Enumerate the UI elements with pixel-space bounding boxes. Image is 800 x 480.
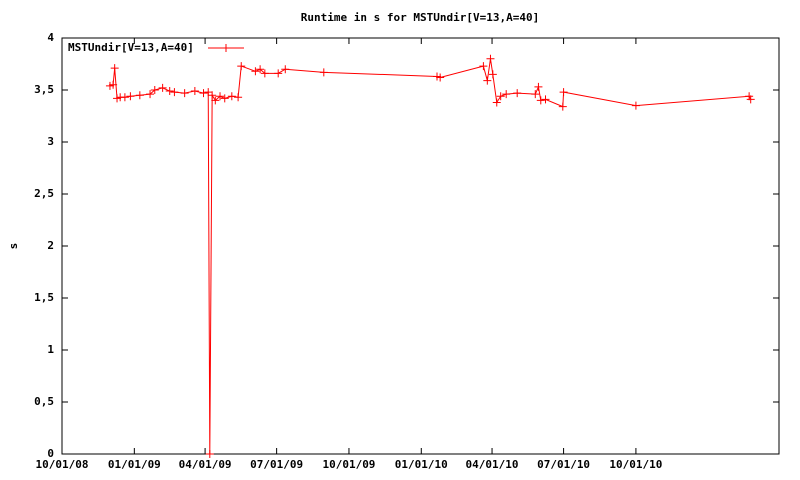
point-marker	[110, 64, 119, 73]
point-marker	[150, 86, 159, 94]
point-marker	[534, 82, 543, 91]
point-marker	[158, 83, 167, 92]
point-marker	[492, 98, 501, 107]
point-marker	[190, 87, 199, 96]
point-marker	[205, 450, 214, 458]
point-marker	[479, 62, 488, 71]
point-marker	[631, 101, 640, 110]
y-tick-label: 1,5	[34, 291, 54, 304]
y-tick-label: 2	[47, 239, 54, 252]
point-marker	[199, 89, 208, 98]
point-marker	[536, 96, 545, 105]
x-tick-label: 07/01/09	[250, 458, 303, 471]
point-marker	[541, 95, 550, 104]
x-tick-label: 04/01/10	[466, 458, 519, 471]
y-tick-label: 0	[47, 447, 54, 460]
legend-label: MSTUndir[V=13,A=40]	[68, 41, 194, 54]
point-marker	[126, 92, 135, 101]
point-marker	[558, 102, 567, 111]
point-marker	[260, 69, 269, 78]
point-marker	[227, 92, 236, 101]
point-marker	[483, 76, 492, 85]
point-marker	[274, 69, 283, 78]
point-marker	[496, 92, 505, 101]
point-marker	[251, 67, 260, 76]
point-marker	[109, 80, 118, 89]
point-marker	[234, 93, 243, 102]
point-marker	[120, 93, 129, 102]
point-marker	[559, 88, 568, 97]
plot-frame	[61, 37, 780, 455]
point-marker	[165, 87, 174, 96]
point-marker	[220, 94, 229, 103]
x-tick-label: 10/01/08	[36, 458, 89, 471]
point-marker	[319, 68, 328, 77]
chart-title: Runtime in s for MSTUndir[V=13,A=40]	[301, 11, 539, 24]
x-tick-label: 04/01/09	[179, 458, 232, 471]
point-marker	[486, 54, 495, 63]
y-axis-label: s	[7, 243, 20, 250]
y-tick-label: 0,5	[34, 395, 54, 408]
x-tick-label: 07/01/10	[537, 458, 590, 471]
point-marker	[436, 73, 445, 82]
point-marker	[513, 89, 522, 98]
x-tick-label: 10/01/09	[322, 458, 375, 471]
x-tick-label: 01/01/10	[395, 458, 448, 471]
series-line	[109, 58, 752, 455]
point-marker	[746, 95, 755, 104]
point-marker	[135, 91, 144, 100]
point-marker	[211, 96, 220, 105]
x-tick-label: 01/01/09	[108, 458, 161, 471]
x-tick-label: 10/01/10	[609, 458, 662, 471]
point-marker	[281, 65, 290, 74]
point-marker	[216, 92, 225, 101]
y-tick-label: 4	[47, 31, 54, 44]
point-marker	[531, 90, 540, 99]
point-marker	[502, 90, 511, 99]
legend-marker	[222, 44, 230, 52]
y-tick-label: 3	[47, 135, 54, 148]
point-marker	[180, 89, 189, 98]
point-marker	[237, 62, 246, 71]
y-tick-label: 2,5	[34, 187, 54, 200]
point-marker	[488, 70, 497, 79]
y-tick-label: 1	[47, 343, 54, 356]
point-marker	[256, 65, 265, 74]
y-tick-label: 3,5	[34, 83, 54, 96]
point-marker	[170, 88, 179, 97]
point-marker	[146, 90, 155, 99]
point-marker	[208, 91, 217, 100]
